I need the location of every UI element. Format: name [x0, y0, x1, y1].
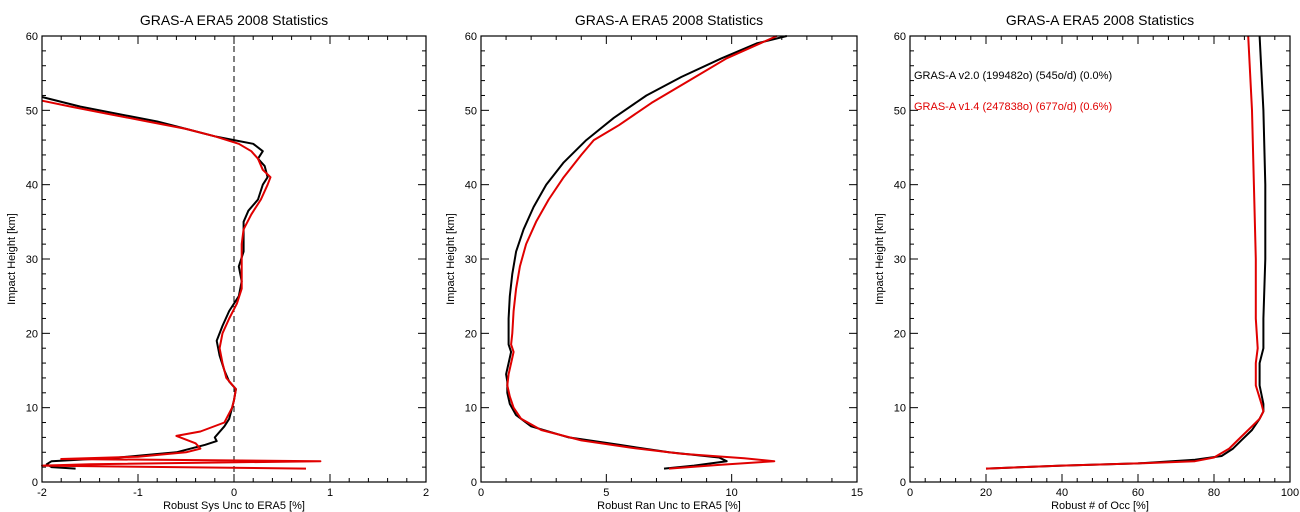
chart-panel-3: GRAS-A ERA5 2008 Statistics 0 20 40 60 80 100 0…	[874, 12, 1299, 512]
series-line-2	[985, 35, 1265, 470]
x-tick-label: 60	[1132, 487, 1144, 499]
plot-frame	[480, 35, 858, 483]
y-tick-label: 60	[26, 31, 38, 43]
y-tick-label: 60	[465, 31, 477, 43]
x-tick-label: 15	[851, 487, 863, 499]
y-tick-label: 10	[894, 403, 906, 415]
x-tick-label: 40	[1056, 487, 1068, 499]
x-axis-label: Robust Ran Unc to ERA5 [%]	[597, 500, 741, 512]
chart-panel-1: GRAS-A ERA5 2008 Statistics-2 -1 0 1 2010203…	[6, 12, 429, 512]
x-tick-label: 5	[603, 487, 609, 499]
series-line-1	[41, 96, 269, 470]
y-tick-label: 40	[465, 180, 477, 192]
y-tick-label: 60	[894, 31, 906, 43]
x-tick-label: 2	[423, 487, 429, 499]
y-tick-label: 40	[894, 180, 906, 192]
x-tick-label: 0	[907, 487, 913, 499]
chart-panel-2: GRAS-A ERA5 2008 Statistics 0 5 10 15 0 10 20 30…	[445, 12, 863, 512]
x-tick-label: 10	[726, 487, 738, 499]
x-tick-label: 0	[478, 487, 484, 499]
series-line-2	[41, 99, 322, 470]
y-axis-label: Impact Height [km]	[445, 213, 457, 305]
series-line-2	[506, 35, 778, 470]
series-line-1	[505, 35, 788, 470]
plot-frame	[909, 35, 1291, 483]
y-tick-label: 30	[26, 254, 38, 266]
legend-entry-2: GRAS-A v1.4 (247838o) (677o/d) (0.6%)	[914, 101, 1112, 113]
y-tick-label: 0	[32, 477, 38, 489]
y-tick-label: 10	[26, 403, 38, 415]
y-tick-label: 40	[26, 180, 38, 192]
x-tick-label: -1	[133, 487, 143, 499]
y-tick-label: 50	[894, 105, 906, 117]
y-tick-label: 30	[894, 254, 906, 266]
y-tick-label: 0	[471, 477, 477, 489]
x-tick-label: -2	[37, 487, 47, 499]
x-tick-label: 1	[327, 487, 333, 499]
chart-title: GRAS-A ERA5 2008 Statistics	[1006, 12, 1194, 28]
y-tick-label: 10	[465, 403, 477, 415]
x-tick-label: 20	[980, 487, 992, 499]
y-tick-label: 20	[465, 328, 477, 340]
x-tick-label: 100	[1281, 487, 1299, 499]
x-axis-label: Robust # of Occ [%]	[1051, 500, 1149, 512]
y-tick-label: 20	[894, 328, 906, 340]
y-tick-label: 30	[465, 254, 477, 266]
y-tick-label: 0	[900, 477, 906, 489]
legend-entry-1: GRAS-A v2.0 (199482o) (545o/d) (0.0%)	[914, 70, 1112, 82]
x-axis-label: Robust Sys Unc to ERA5 [%]	[163, 500, 305, 512]
y-axis-label: Impact Height [km]	[6, 213, 18, 305]
y-tick-label: 20	[26, 328, 38, 340]
y-axis-label: Impact Height [km]	[874, 213, 886, 305]
x-tick-label: 0	[231, 487, 237, 499]
chart-title: GRAS-A ERA5 2008 Statistics	[140, 12, 328, 28]
y-tick-label: 50	[26, 105, 38, 117]
plot-frame	[41, 35, 427, 483]
x-tick-label: 80	[1208, 487, 1220, 499]
y-tick-label: 50	[465, 105, 477, 117]
chart-title: GRAS-A ERA5 2008 Statistics	[575, 12, 763, 28]
